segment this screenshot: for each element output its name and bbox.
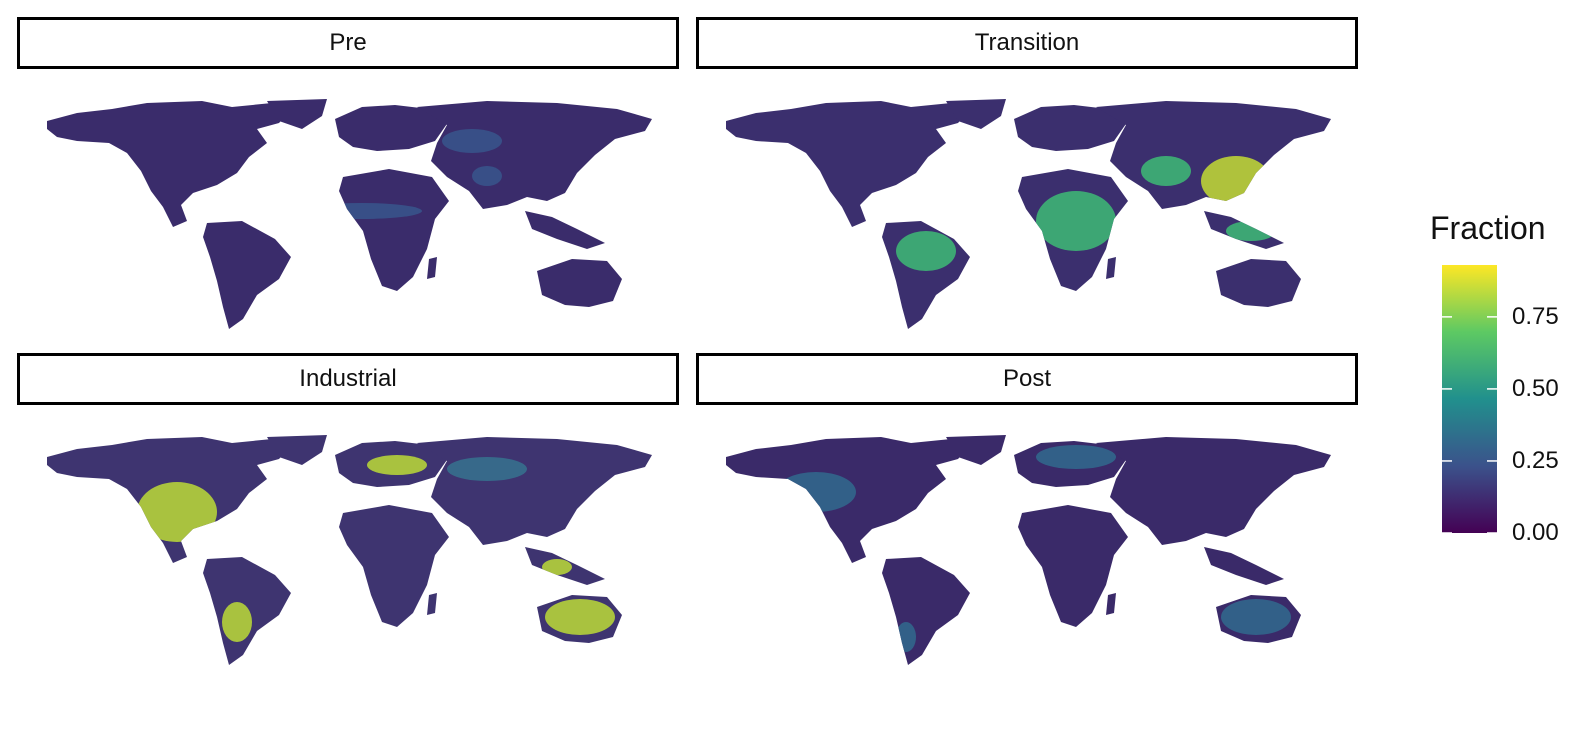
- facet-strip-post: Post: [696, 353, 1358, 405]
- value-hotspot: [896, 231, 956, 271]
- landmass-south-america: [203, 221, 291, 329]
- value-hotspot: [302, 203, 422, 219]
- value-hotspot: [776, 472, 856, 512]
- value-hotspot: [896, 622, 916, 652]
- value-hotspot: [545, 599, 615, 635]
- value-hotspot: [1141, 156, 1191, 186]
- facet-label: Transition: [974, 29, 1080, 56]
- landmass-europe: [1014, 105, 1128, 151]
- value-hotspot: [1036, 445, 1116, 469]
- world-map-pre: [47, 99, 652, 329]
- facet-label: Pre: [329, 29, 367, 56]
- landmass-africa: [1018, 505, 1128, 627]
- facet-label: Industrial: [299, 365, 397, 392]
- value-hotspot: [447, 457, 527, 481]
- legend-colorbar: [1442, 265, 1497, 533]
- facet-label: Post: [1002, 365, 1052, 392]
- legend-tick-label: 0.50: [1512, 374, 1559, 402]
- value-hotspot: [901, 186, 921, 216]
- legend-title: Fraction: [1430, 210, 1546, 246]
- value-hotspot: [1221, 599, 1291, 635]
- landmass-madagascar: [1106, 593, 1116, 615]
- landmass-africa: [339, 169, 449, 291]
- landmass-southeast-asia: [1204, 547, 1284, 585]
- value-hotspot: [442, 129, 502, 153]
- landmass-north-america: [726, 101, 971, 227]
- landmass-madagascar: [427, 593, 437, 615]
- landmass-southeast-asia: [525, 211, 605, 249]
- legend-tick-label: 0.25: [1512, 446, 1559, 474]
- landmass-australia: [537, 259, 622, 307]
- legend-tick-label: 0.75: [1512, 302, 1559, 330]
- landmass-africa: [339, 505, 449, 627]
- facet-strip-transition: Transition: [696, 17, 1358, 69]
- landmass-asia: [417, 101, 652, 209]
- facet-strip-pre: Pre: [17, 17, 679, 69]
- landmass-australia: [1216, 259, 1301, 307]
- landmass-asia: [1096, 437, 1331, 545]
- value-hotspot: [1226, 221, 1276, 241]
- value-hotspot: [137, 482, 217, 542]
- landmass-asia: [417, 437, 652, 545]
- landmass-south-america: [882, 557, 970, 665]
- facet-strip-industrial: Industrial: [17, 353, 679, 405]
- landmass-greenland: [267, 99, 327, 129]
- value-hotspot: [1201, 156, 1271, 206]
- landmass-north-america: [47, 101, 292, 227]
- value-hotspot: [542, 559, 572, 575]
- landmass-greenland: [267, 435, 327, 465]
- landmass-greenland: [946, 99, 1006, 129]
- value-hotspot: [472, 166, 502, 186]
- value-hotspot: [1036, 191, 1116, 251]
- value-hotspot: [367, 455, 427, 475]
- world-map-transition: [726, 99, 1331, 329]
- landmass-europe: [335, 105, 449, 151]
- landmass-madagascar: [1106, 257, 1116, 279]
- color-legend: Fraction 0.00 0.25 0.50 0.75: [1430, 210, 1590, 550]
- legend-tick-label: 0.00: [1512, 519, 1559, 546]
- value-hotspot: [222, 602, 252, 642]
- world-map-post: [726, 435, 1331, 665]
- landmass-madagascar: [427, 257, 437, 279]
- landmass-greenland: [946, 435, 1006, 465]
- world-map-industrial: [47, 435, 652, 665]
